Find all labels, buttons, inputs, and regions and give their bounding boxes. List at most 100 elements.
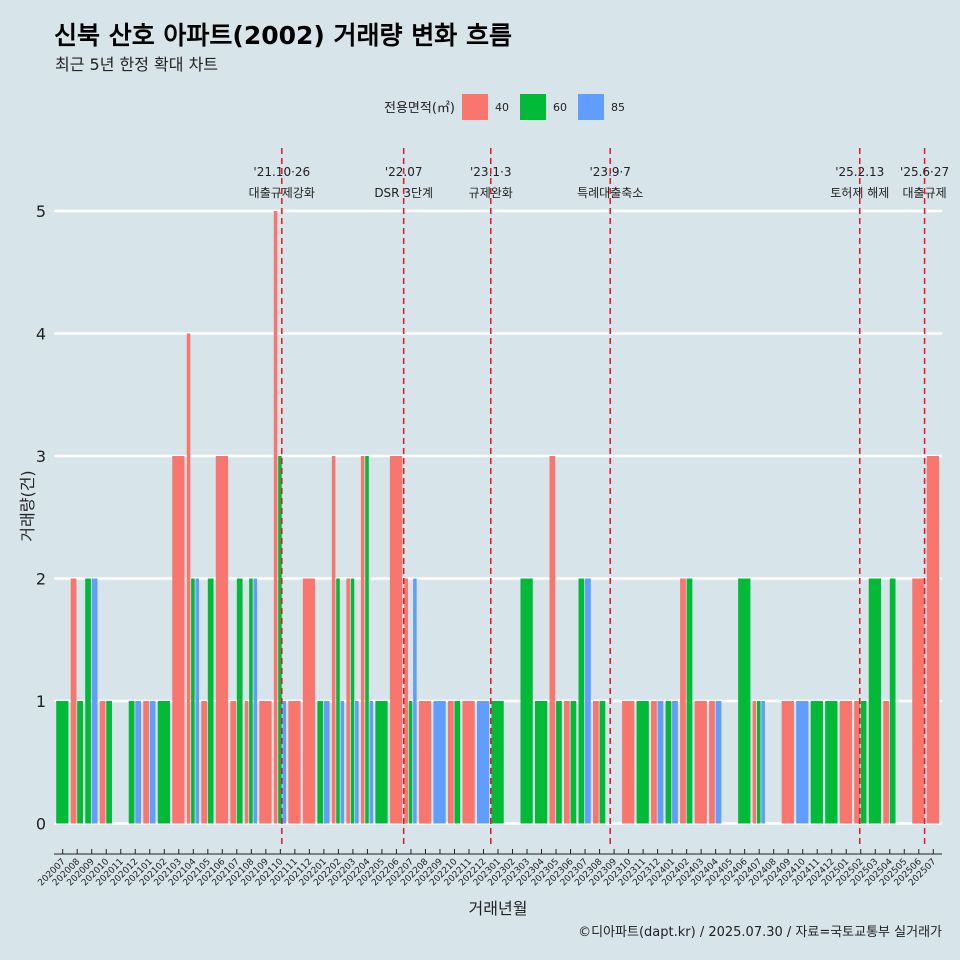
bar-202104-85 <box>195 578 200 824</box>
bar-202107-40 <box>230 701 237 824</box>
event-name-label: 특례대출축소 <box>577 186 643 200</box>
bar-202012-60 <box>128 701 135 824</box>
bar-202202-85 <box>340 701 345 824</box>
legend-swatch-40 <box>462 94 488 120</box>
bar-202109-40 <box>259 701 272 824</box>
bar-202104-40 <box>186 333 191 824</box>
y-tick-label: 3 <box>36 447 46 466</box>
bar-202207-85 <box>413 578 417 824</box>
bar-202110-60 <box>278 456 282 824</box>
bar-202311-60 <box>636 701 649 824</box>
bar-202401-85 <box>672 701 678 824</box>
bar-202410-85 <box>796 701 809 824</box>
bar-202307-85 <box>585 578 591 824</box>
bar-202105-60 <box>207 578 214 824</box>
event-name-label: 대출규제 <box>903 186 947 200</box>
legend-label-85: 85 <box>611 101 625 114</box>
bar-202312-85 <box>657 701 664 824</box>
event-date-label: '23.1·3 <box>470 165 511 179</box>
bar-202305-40 <box>549 456 556 824</box>
bar-202308-60 <box>599 701 606 824</box>
bar-202208-40 <box>418 701 432 824</box>
bar-202402-40 <box>680 578 686 824</box>
bar-202101-40 <box>143 701 149 824</box>
bar-202108-85 <box>253 578 258 824</box>
bar-202202-60 <box>336 578 340 824</box>
legend-label-60: 60 <box>553 101 567 114</box>
bar-202210-40 <box>447 701 454 824</box>
bars <box>56 211 940 824</box>
bar-202108-60 <box>249 578 253 824</box>
bar-202204-85 <box>369 701 374 824</box>
bar-202504-40 <box>883 701 889 824</box>
bar-202502-40 <box>854 701 860 824</box>
bar-202301-60 <box>491 701 504 824</box>
bar-202009-85 <box>91 578 98 824</box>
bar-202209-85 <box>433 701 446 824</box>
bar-202404-85 <box>715 701 722 824</box>
caption: ©디아파트(dapt.kr) / 2025.07.30 / 자료=국토교통부 실… <box>578 925 942 940</box>
bar-202304-60 <box>535 701 548 824</box>
bar-202007-60 <box>56 701 69 824</box>
x-axis: 2020072020082020092020102020112020122021… <box>36 849 942 888</box>
bar-202110-85 <box>282 701 287 824</box>
chart-subtitle: 최근 5년 한정 확대 차트 <box>55 55 218 74</box>
bar-202104-60 <box>191 578 195 824</box>
bar-202204-40 <box>360 456 365 824</box>
bar-202207-40 <box>404 578 408 824</box>
bar-202205-60 <box>375 701 388 824</box>
bar-202108-40 <box>244 701 249 824</box>
x-axis-title: 거래년월 <box>469 899 528 918</box>
legend-label-40: 40 <box>495 101 509 114</box>
bar-202503-60 <box>868 578 881 824</box>
bar-202102-60 <box>157 701 171 824</box>
event-date-label: '22.07 <box>385 165 423 179</box>
bar-202103-40 <box>172 456 185 824</box>
bar-202008-40 <box>70 578 77 824</box>
bar-202307-60 <box>578 578 585 824</box>
bar-202112-40 <box>302 578 316 824</box>
bar-202312-40 <box>651 701 657 824</box>
bar-202203-40 <box>346 578 350 824</box>
event-name-label: 대출규제강화 <box>249 186 315 200</box>
event-name-label: DSR 3단계 <box>374 186 433 200</box>
bar-202404-40 <box>709 701 715 824</box>
event-date-label: '23.9·7 <box>589 165 630 179</box>
bar-202203-60 <box>350 578 355 824</box>
bar-202506-40 <box>912 578 925 824</box>
event-date-label: '21.10·26 <box>253 165 310 179</box>
bar-202009-60 <box>85 578 91 824</box>
bar-202402-60 <box>686 578 693 824</box>
event-name-label: 규제완화 <box>469 186 513 200</box>
bar-202412-60 <box>825 701 838 824</box>
bar-202203-85 <box>355 701 359 824</box>
bar-202401-60 <box>665 701 672 824</box>
y-tick-label: 2 <box>36 570 46 589</box>
y-tick-label: 4 <box>36 325 46 344</box>
y-tick-label: 5 <box>36 202 46 221</box>
bar-202308-40 <box>593 701 599 824</box>
bar-202306-60 <box>570 701 577 824</box>
legend-title: 전용면적(㎡) <box>384 101 455 116</box>
bar-202407-60 <box>757 701 761 824</box>
event-markers: '21.10·26 대출규제강화 '22.07 DSR 3단계 '23.1·3 규제완화 '… <box>249 148 949 848</box>
legend: 전용면적(㎡) 40 60 85 <box>384 94 625 120</box>
y-tick-label: 1 <box>36 692 46 711</box>
bar-202008-60 <box>77 701 83 824</box>
bar-202406-60 <box>738 578 751 824</box>
event-date-label: '25.2.13 <box>835 165 884 179</box>
y-tick-label: 0 <box>36 815 46 834</box>
bar-202501-40 <box>839 701 852 824</box>
bar-202210-60 <box>454 701 461 824</box>
bar-202310-40 <box>622 701 635 824</box>
bar-202211-40 <box>462 701 475 824</box>
bar-202212-85 <box>476 701 490 824</box>
y-axis-title: 거래량(건) <box>18 470 37 541</box>
bar-202010-40 <box>99 701 106 824</box>
bar-202403-40 <box>694 701 707 824</box>
legend-swatch-60 <box>520 94 546 120</box>
bar-202010-60 <box>106 701 112 824</box>
bar-202202-40 <box>331 456 336 824</box>
bar-202111-40 <box>288 701 301 824</box>
bar-202105-40 <box>201 701 208 824</box>
